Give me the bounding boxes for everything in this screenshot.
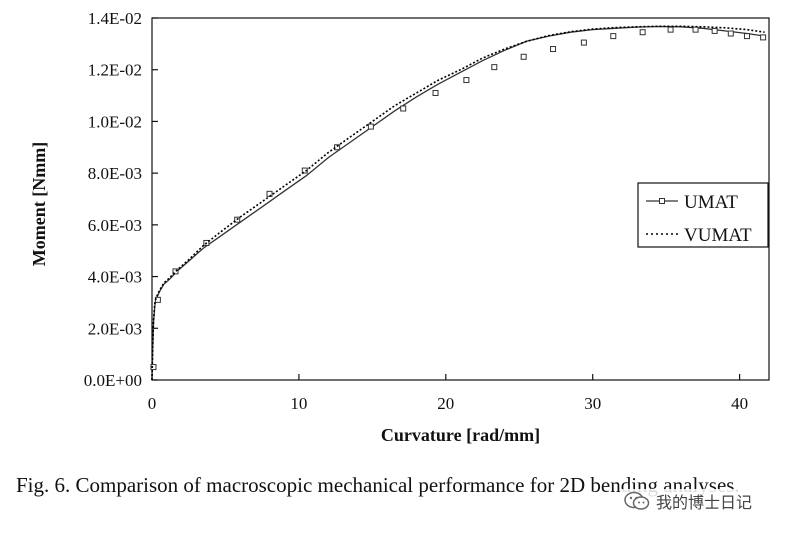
series-marker-umat [727, 30, 734, 37]
legend-marker-umat [659, 198, 665, 204]
series-marker-umat [711, 27, 718, 34]
plot-border [151, 17, 770, 381]
y-axis-ticks: 0.0E+00 2.0E-03 4.0E-03 6.0E-03 8.0E-03 1.0E-… [84, 9, 158, 390]
series-marker-umat [491, 64, 498, 71]
wechat-icon [624, 491, 650, 510]
y-tick-label: 1.4E-02 [88, 9, 142, 28]
series-marker-umat [432, 89, 439, 96]
watermark-text: 我的博士日记 [656, 493, 753, 512]
y-tick-label: 0.0E+00 [84, 371, 142, 390]
series-marker-umat [172, 268, 179, 275]
x-tick-label: 40 [731, 394, 748, 413]
plot-area [151, 17, 770, 381]
series-marker-umat [520, 53, 527, 60]
watermark: 我的博士日记 [620, 489, 757, 513]
series-marker-umat [580, 39, 587, 46]
series-line-vumat [151, 25, 765, 381]
legend-label-vumat: VUMAT [684, 225, 752, 246]
x-tick-label: 20 [437, 394, 454, 413]
y-tick-label: 6.0E-03 [88, 216, 142, 235]
series-marker-umat [400, 105, 407, 112]
series-layer [150, 25, 767, 381]
series-marker-umat [463, 77, 470, 84]
series-marker-umat [367, 123, 374, 130]
figure-caption: Fig. 6. Comparison of macroscopic mechan… [16, 473, 740, 497]
legend-box [637, 182, 769, 248]
x-axis-ticks: 0 10 20 30 40 [148, 374, 748, 413]
series-marker-umat [692, 26, 699, 33]
series-marker-umat [550, 46, 557, 53]
y-tick-label: 8.0E-03 [88, 164, 142, 183]
legend: UMAT VUMAT [637, 182, 769, 248]
series-marker-umat [610, 33, 617, 40]
series-marker-umat [150, 364, 157, 371]
y-tick-label: 4.0E-03 [88, 268, 142, 287]
y-tick-label: 2.0E-03 [88, 319, 142, 338]
moment-curvature-chart: 0.0E+00 2.0E-03 4.0E-03 6.0E-03 8.0E-03 1.0E-… [29, 9, 770, 445]
x-tick-label: 10 [290, 394, 307, 413]
series-marker-umat [760, 34, 767, 41]
y-tick-label: 1.2E-02 [88, 61, 142, 80]
y-axis-title: Moment [Nmm] [29, 142, 49, 266]
series-marker-umat [743, 33, 750, 40]
y-tick-label: 1.0E-02 [88, 112, 142, 131]
x-tick-label: 30 [584, 394, 601, 413]
x-tick-label: 0 [148, 394, 157, 413]
legend-label-umat: UMAT [684, 192, 738, 213]
series-marker-umat [639, 29, 646, 36]
x-axis-title: Curvature [rad/mm] [381, 425, 540, 445]
series-marker-umat [667, 26, 674, 33]
